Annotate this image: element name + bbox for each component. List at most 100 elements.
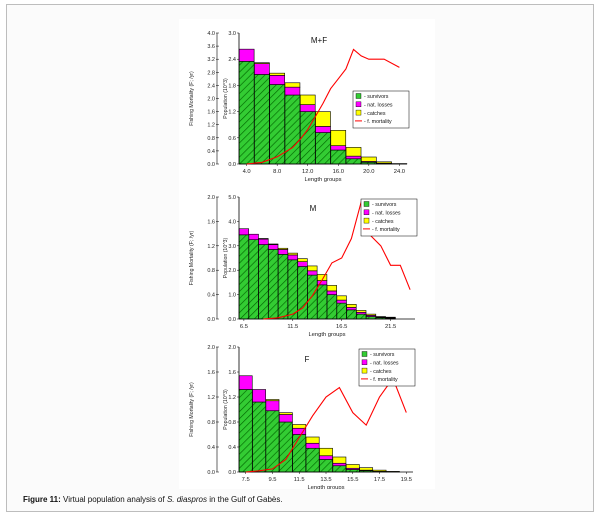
mf-bar-catches-16 <box>330 130 347 146</box>
mf-bar-nat-losses-18 <box>345 155 362 160</box>
mf-bar-nat-losses-14 <box>315 126 331 133</box>
f-outer-tick-label: 1.2 <box>207 395 215 401</box>
f-bar-nat-losses-9.5 <box>265 400 280 412</box>
m-bar-catches-13.5 <box>307 265 318 272</box>
f-bar-catches-12.5 <box>305 436 320 444</box>
m-bar-survivors-15.5 <box>326 294 337 320</box>
f-bar-survivors-8.5 <box>252 401 266 473</box>
f-legend-box <box>358 348 416 387</box>
mf-bar-nat-losses-8 <box>269 75 285 85</box>
caption-text-after: in the Gulf of Gabès. <box>206 495 283 504</box>
m-ylabel-left: Fishing Mortality (F; /yr) <box>189 230 195 285</box>
f-inner-tick-label: 1.6 <box>228 370 236 376</box>
m-bar-survivors-17.5 <box>346 309 357 320</box>
f-inner-tick-label: 0.4 <box>228 445 236 451</box>
mf-bar-catches-22 <box>376 161 392 164</box>
f-bar-catches-14.5 <box>332 456 347 464</box>
f-legend-swatch-survivors <box>361 351 368 357</box>
mf-legend-swatch-catches <box>355 109 362 116</box>
m-legend-box <box>360 198 418 237</box>
mf-inner-tick-label: 3.0 <box>228 31 236 37</box>
mf-xlabel: Length groups <box>304 177 341 183</box>
f-bar-catches-10.5 <box>278 412 293 415</box>
mf-bar-survivors-14 <box>315 132 331 165</box>
m-inner-tick-label: 5.0 <box>228 195 236 201</box>
m-bar-catches-8.5 <box>258 238 269 240</box>
m-bar-nat-losses-15.5 <box>326 290 337 295</box>
f-bar-catches-15.5 <box>345 464 360 469</box>
m-bar-survivors-16.5 <box>336 302 347 320</box>
m-bar-catches-15.5 <box>326 285 337 292</box>
mf-legend-label-f-mortality: - f. mortality <box>364 119 392 125</box>
f-bar-survivors-7.5 <box>238 389 253 473</box>
f-legend-label-nat-losses: - nat. losses <box>370 361 399 367</box>
m-ylabel-right: Population (10^3) <box>223 237 229 278</box>
mf-x-tick-label: 24.0 <box>394 169 405 175</box>
mf-bar-nat-losses-16 <box>330 145 347 151</box>
f-chart-title: F <box>305 355 310 364</box>
mf-outer-tick-label: 3.6 <box>207 44 215 50</box>
m-bar-survivors-7.5 <box>248 239 259 320</box>
m-bar-survivors-18.5 <box>356 313 367 320</box>
mf-bar-catches-6 <box>254 62 270 64</box>
m-outer-tick-label: 0.0 <box>207 317 215 323</box>
f-x-tick-label: 17.5 <box>374 477 385 483</box>
mf-bar-catches-10 <box>284 82 301 88</box>
mf-bar-nat-losses-12 <box>299 104 316 112</box>
mf-bar-survivors-8 <box>269 84 285 165</box>
chart-f: 0.0 0.4 0.8 1.2 1.6 2.0 0.0 0.4 0.8 1.2 1.6 2.0 Fish… <box>189 345 416 491</box>
mf-bar-survivors-6 <box>254 74 270 165</box>
m-legend: - survivors - nat. losses - catches - f. mo… <box>360 198 418 237</box>
f-inner-tick-label: 1.2 <box>228 395 236 401</box>
m-legend-label-catches: - catches <box>372 219 394 225</box>
f-bar-nat-losses-12.5 <box>305 442 320 449</box>
m-legend-swatch-nat-losses <box>363 209 370 216</box>
f-legend-swatch-nat-losses <box>361 359 368 365</box>
m-inner-tick-label: 1.0 <box>228 293 236 299</box>
f-legend-swatch-catches <box>361 367 368 374</box>
f-bar-catches-9.5 <box>265 399 280 402</box>
m-bar-survivors-12.5 <box>297 266 308 320</box>
m-bar-catches-9.5 <box>268 243 279 245</box>
m-bar-survivors-8.5 <box>258 244 269 320</box>
f-legend-label-f-mortality: - f. mortality <box>370 377 398 383</box>
mf-outer-tick-label: 3.2 <box>207 57 215 63</box>
mf-chart-title: M+F <box>311 36 327 45</box>
m-bar-catches-16.5 <box>336 295 347 301</box>
m-bar-catches-12.5 <box>297 258 308 262</box>
mf-legend-box <box>352 90 410 129</box>
f-x-tick-label: 19.5 <box>401 477 412 483</box>
m-legend-label-nat-losses: - nat. losses <box>372 211 401 217</box>
f-outer-tick-label: 0.0 <box>207 470 215 476</box>
m-legend-label-f-mortality: - f. mortality <box>372 227 400 233</box>
mf-bar-survivors-10 <box>284 94 301 165</box>
m-bar-nat-losses-17.5 <box>346 307 357 311</box>
mf-legend-swatch-nat-losses <box>355 101 362 108</box>
figure-area: 0.0 0.4 0.8 1.2 1.6 2.0 2.4 2.8 3.2 3.6 4.0 0.0 0.6 1… <box>179 19 435 491</box>
m-bar-catches-18.5 <box>356 310 367 313</box>
mf-ylabel-right: Population (10^3) <box>223 78 229 119</box>
f-legend-label-catches: - catches <box>370 369 392 375</box>
mf-outer-tick-label: 2.8 <box>207 70 215 76</box>
m-outer-tick-label: 0.8 <box>207 268 215 274</box>
m-bar-nat-losses-8.5 <box>258 238 269 245</box>
mf-x-tick-label: 8.0 <box>273 169 281 175</box>
m-f-mortality-line <box>263 199 411 320</box>
f-bar-survivors-12.5 <box>305 447 320 473</box>
mf-legend-swatch-survivors <box>355 93 362 99</box>
m-bar-catches-11.5 <box>287 252 298 256</box>
m-bar-catches-21.5 <box>385 316 396 319</box>
m-bar-nat-losses-16.5 <box>336 299 347 304</box>
f-x-tick-label: 15.5 <box>347 477 358 483</box>
figure-frame: 0.0 0.4 0.8 1.2 1.6 2.0 2.4 2.8 3.2 3.6 4.0 0.0 0.6 1… <box>6 4 594 512</box>
vpa-figure: 0.0 0.4 0.8 1.2 1.6 2.0 2.4 2.8 3.2 3.6 4.0 0.0 0.6 1… <box>189 31 418 491</box>
f-bar-survivors-13.5 <box>319 459 333 473</box>
m-chart-title: M <box>310 204 317 213</box>
m-bar-nat-losses-9.5 <box>268 244 279 250</box>
f-outer-tick-label: 0.8 <box>207 420 215 426</box>
f-legend-label-survivors: - survivors <box>370 352 395 358</box>
m-bar-catches-19.5 <box>365 313 377 316</box>
caption-text-before: Virtual population analysis of <box>60 495 167 504</box>
mf-inner-tick-label: 1.8 <box>228 83 236 89</box>
m-bar-nat-losses-13.5 <box>307 270 318 276</box>
